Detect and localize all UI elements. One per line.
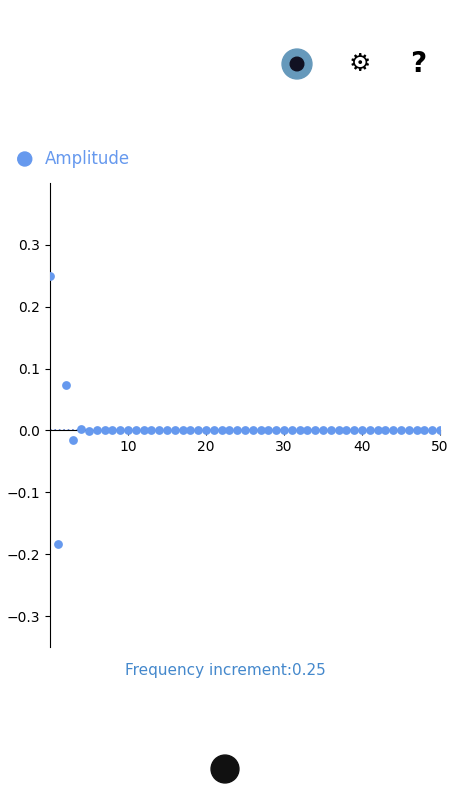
Point bbox=[397, 424, 405, 437]
Point bbox=[273, 424, 280, 437]
Text: ◁: ◁ bbox=[82, 759, 98, 778]
Point bbox=[288, 424, 295, 437]
Point bbox=[93, 424, 100, 437]
Text: ?: ? bbox=[410, 50, 427, 78]
Point bbox=[249, 424, 256, 437]
Point bbox=[311, 424, 319, 437]
Point bbox=[351, 424, 358, 437]
Point bbox=[241, 424, 248, 437]
Point bbox=[202, 424, 210, 437]
Text: Frequency increment:0.25: Frequency increment:0.25 bbox=[125, 662, 325, 678]
Point bbox=[163, 424, 171, 437]
Point bbox=[194, 424, 202, 437]
Point bbox=[265, 424, 272, 437]
Bar bbox=[335, 758, 358, 781]
Point bbox=[132, 424, 140, 437]
Point bbox=[421, 424, 428, 437]
Point bbox=[86, 424, 93, 437]
Point bbox=[124, 424, 131, 437]
Point bbox=[179, 424, 186, 437]
Circle shape bbox=[207, 750, 243, 787]
Point bbox=[77, 423, 85, 436]
Point bbox=[320, 424, 327, 437]
Point bbox=[444, 424, 450, 437]
Point bbox=[405, 424, 412, 437]
Point bbox=[366, 424, 373, 437]
Point bbox=[54, 538, 61, 550]
Point bbox=[218, 424, 225, 437]
Text: Amplitude: Amplitude bbox=[45, 150, 130, 168]
Point bbox=[413, 424, 420, 437]
Text: T: T bbox=[108, 106, 117, 125]
Text: 04:25: 04:25 bbox=[387, 9, 428, 22]
Point bbox=[257, 424, 264, 437]
Point bbox=[343, 424, 350, 437]
Circle shape bbox=[282, 49, 312, 79]
Circle shape bbox=[290, 57, 304, 70]
Point bbox=[382, 424, 389, 437]
Point bbox=[296, 424, 303, 437]
Point bbox=[280, 424, 288, 437]
Point bbox=[304, 424, 311, 437]
Text: 71%: 71% bbox=[326, 10, 351, 20]
Point bbox=[327, 424, 334, 437]
Text: FREQUENCY: FREQUENCY bbox=[281, 106, 394, 125]
Point bbox=[187, 424, 194, 437]
Point bbox=[335, 424, 342, 437]
Point bbox=[226, 424, 233, 437]
Bar bbox=[225, 136, 450, 140]
Point bbox=[62, 379, 69, 392]
Point bbox=[358, 424, 365, 437]
Point bbox=[390, 424, 397, 437]
Circle shape bbox=[211, 755, 239, 783]
Point bbox=[140, 424, 147, 437]
Point bbox=[148, 424, 155, 437]
Point bbox=[117, 424, 124, 437]
Point bbox=[234, 424, 241, 437]
Point bbox=[374, 424, 381, 437]
Text: ⚙: ⚙ bbox=[349, 52, 371, 76]
Point bbox=[171, 424, 178, 437]
Point bbox=[46, 270, 54, 282]
Point bbox=[109, 424, 116, 437]
Point bbox=[70, 434, 77, 446]
Point bbox=[428, 424, 436, 437]
Point bbox=[436, 424, 444, 437]
Circle shape bbox=[18, 152, 32, 166]
Circle shape bbox=[273, 39, 321, 89]
Point bbox=[156, 424, 163, 437]
Point bbox=[210, 424, 217, 437]
Point bbox=[101, 424, 108, 437]
